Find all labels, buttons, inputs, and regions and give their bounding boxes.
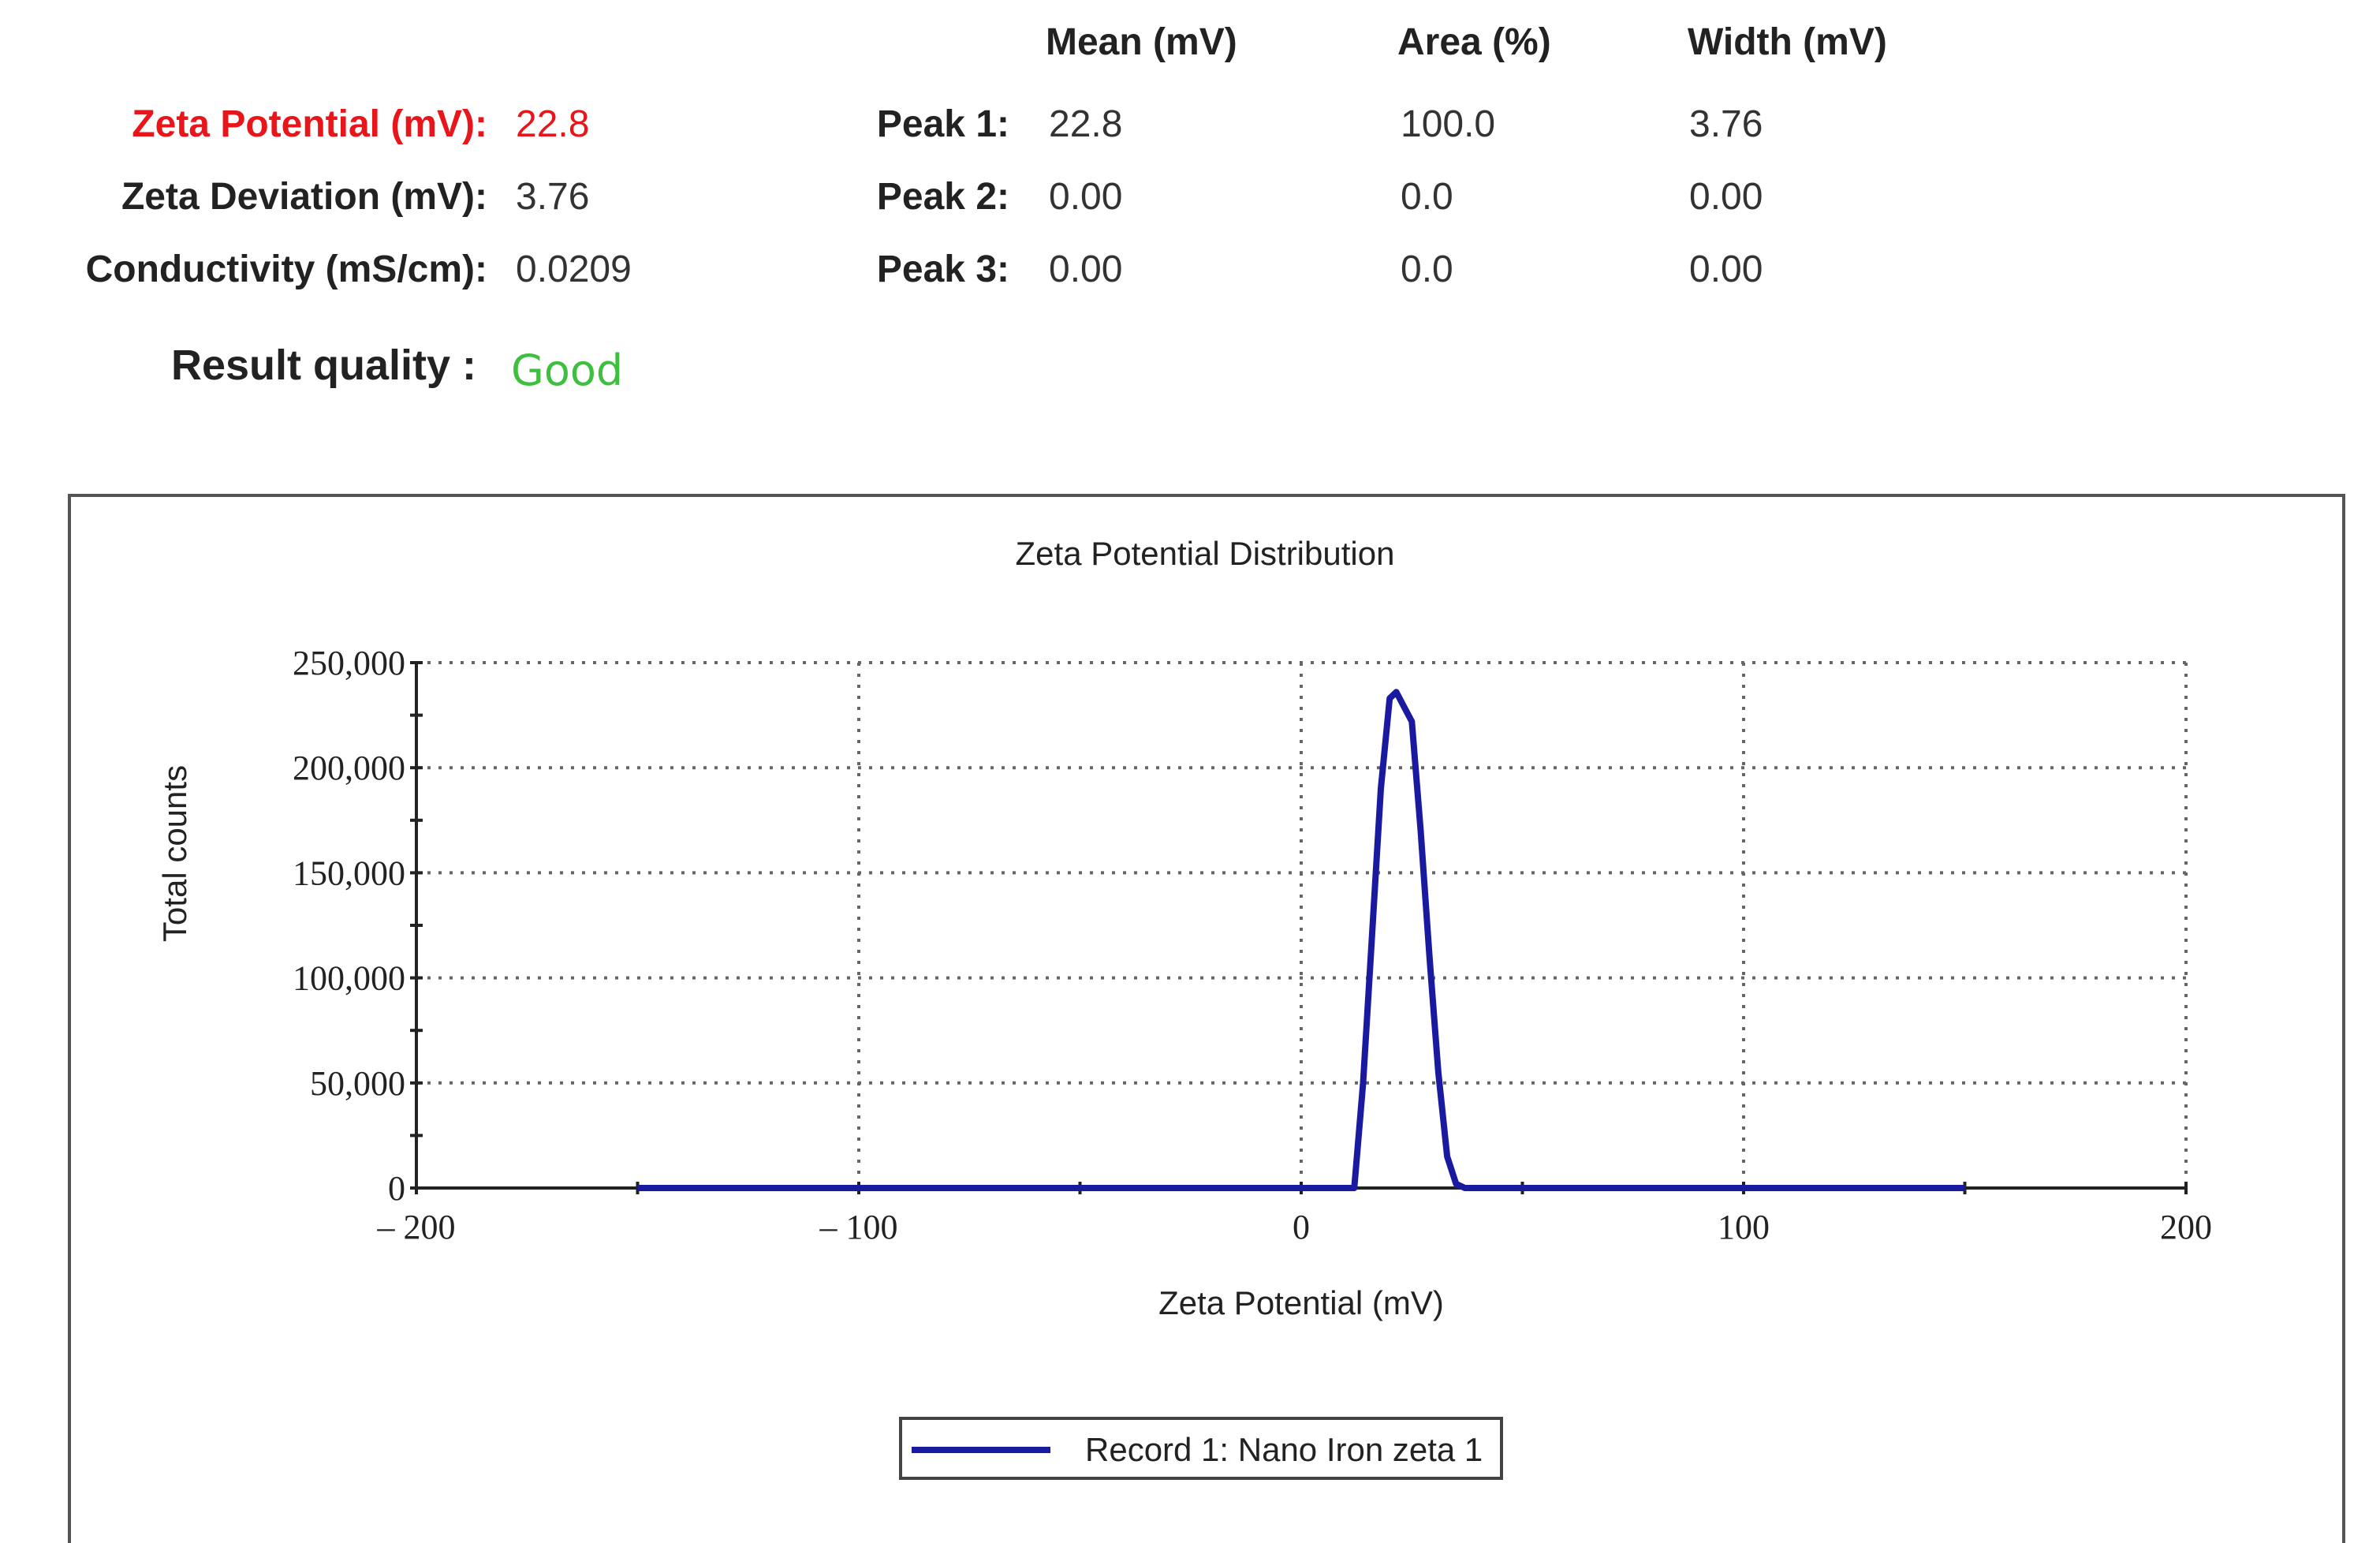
x-tick-label: – 100	[819, 1208, 898, 1246]
peak-header-mean: Mean (mV)	[1046, 21, 1237, 63]
zeta-potential-label: Zeta Potential (mV):	[132, 103, 487, 145]
conductivity-label: Conductivity (mS/cm):	[85, 248, 487, 290]
series-layer	[637, 689, 1965, 1191]
peak-2-width: 0.00	[1689, 176, 1763, 218]
legend-series-swatch	[912, 1447, 1050, 1453]
x-tick-label: – 200	[377, 1208, 456, 1246]
peak-1-label: Peak 1:	[876, 103, 1009, 145]
y-tick-label: 150,000	[293, 854, 405, 892]
chart-legend: Record 1: Nano Iron zeta 1	[899, 1417, 1503, 1480]
zeta-deviation-value: 3.76	[516, 176, 590, 218]
y-tick-label: 50,000	[310, 1064, 405, 1103]
peak-1-area: 100.0	[1401, 103, 1496, 145]
x-tick-label: 200	[2160, 1208, 2212, 1246]
peak-1-mean: 22.8	[1049, 103, 1123, 145]
y-tick-label: 250,000	[293, 644, 405, 682]
y-tick-label: 0	[388, 1169, 405, 1208]
conductivity-value: 0.0209	[516, 248, 632, 290]
result-quality-label: Result quality :	[170, 342, 476, 389]
x-tick-label: 100	[1718, 1208, 1770, 1246]
chart-title: Zeta Potential Distribution	[1016, 535, 1395, 572]
zeta-potential-value: 22.8	[516, 103, 590, 145]
peak-3-label: Peak 3:	[876, 248, 1009, 290]
axis-layer	[410, 661, 2188, 1194]
peak-2-mean: 0.00	[1049, 176, 1123, 218]
x-tick-label: 0	[1293, 1208, 1310, 1246]
peak-header-area: Area (%)	[1397, 21, 1551, 63]
peak-header-width: Width (mV)	[1688, 21, 1887, 63]
peak-3-area: 0.0	[1401, 248, 1453, 290]
summary-panel: Zeta Potential (mV): 22.8 Zeta Deviation…	[0, 0, 2380, 442]
grid-layer	[416, 661, 2188, 1188]
x-axis-title: Zeta Potential (mV)	[1158, 1284, 1444, 1321]
peak-1-width: 3.76	[1689, 103, 1763, 145]
legend-series-label: Record 1: Nano Iron zeta 1	[1085, 1431, 1483, 1468]
peak-3-mean: 0.00	[1049, 248, 1123, 290]
chart-frame	[68, 494, 2345, 1543]
peak-2-label: Peak 2:	[876, 176, 1009, 218]
y-tick-label: 100,000	[293, 959, 405, 998]
zeta-deviation-label: Zeta Deviation (mV):	[121, 176, 487, 218]
y-axis-title: Total counts	[156, 765, 193, 942]
tick-label-layer: 0 50,000 100,000 150,000 200,000 250,000 – 200…	[293, 644, 2212, 1246]
y-tick-label: 200,000	[293, 749, 405, 787]
series-line	[637, 689, 1965, 1191]
result-quality-value: Good	[511, 346, 624, 395]
peak-3-width: 0.00	[1689, 248, 1763, 290]
peak-2-area: 0.0	[1401, 176, 1453, 218]
